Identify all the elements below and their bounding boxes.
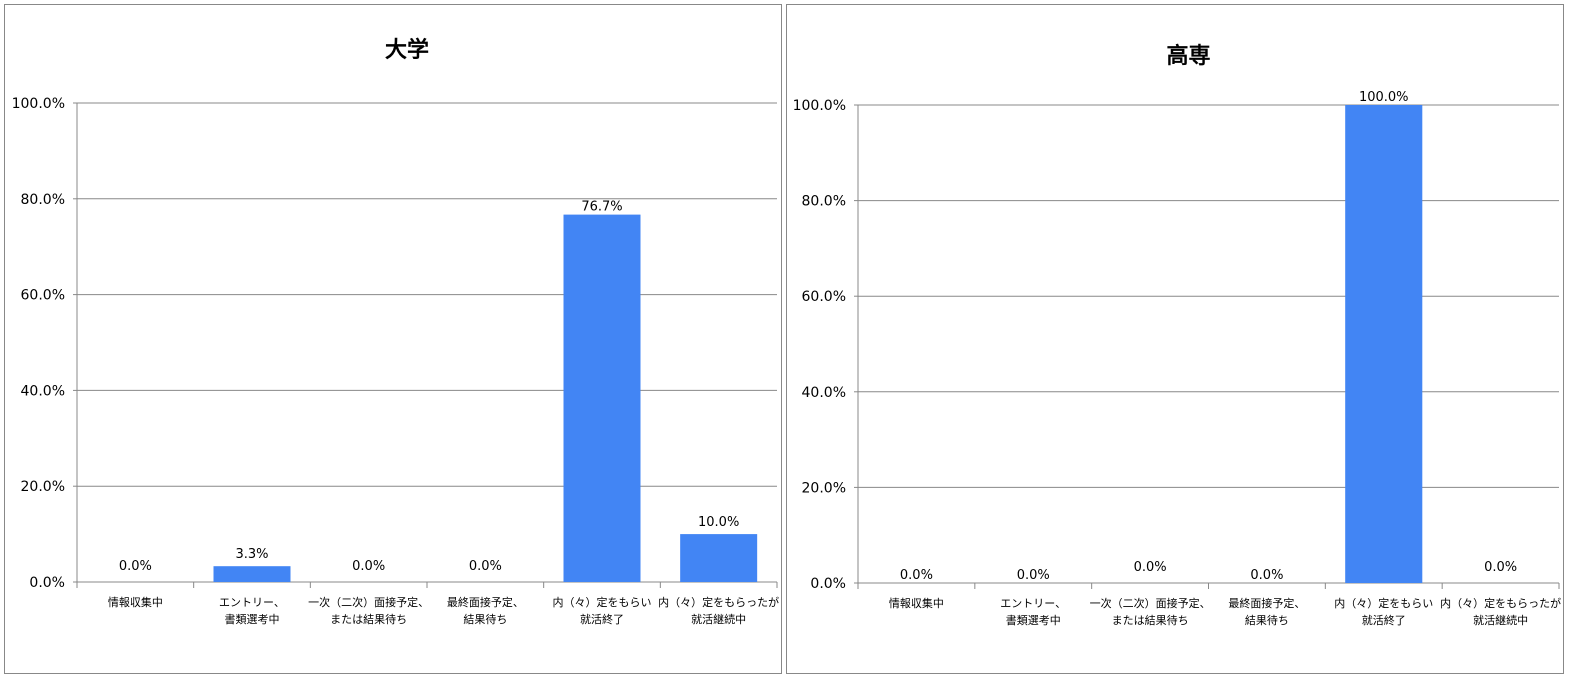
y-tick-label: 80.0% [21, 192, 65, 208]
y-tick-label: 0.0% [29, 575, 65, 591]
x-tick-label: 結果待ち [1245, 613, 1289, 627]
bar [563, 214, 641, 582]
x-tick-label: 内（々）定をもらったが [1440, 596, 1561, 610]
data-label: 100.0% [1359, 90, 1409, 105]
data-label: 0.0% [1134, 560, 1167, 575]
y-tick-label: 60.0% [802, 289, 846, 305]
chart-panel-university: 大学 0.0% 20.0% 40.0% 60.0% 80.0% 100.0% 0.0% 情報収集… [4, 4, 782, 674]
x-tick-label: 一次（二次）面接予定、 [308, 595, 429, 609]
chart-kosen: 高専 0.0% 20.0% 40.0% 60.0% 80.0% 100.0% 0.0% 情報収集… [793, 43, 1561, 627]
x-tick-label: 最終面接予定、 [1228, 596, 1305, 610]
y-tick-label: 40.0% [802, 385, 846, 401]
x-tick-label: または結果待ち [330, 612, 407, 626]
chart-university: 大学 0.0% 20.0% 40.0% 60.0% 80.0% 100.0% 0.0% 情報収集… [12, 37, 780, 626]
bar [680, 534, 758, 582]
data-label: 76.7% [581, 200, 622, 215]
y-tick-label: 40.0% [21, 383, 65, 399]
x-tick-label: 就活終了 [1362, 613, 1406, 627]
y-tick-label: 20.0% [802, 480, 846, 496]
data-label: 0.0% [469, 559, 502, 574]
data-label: 0.0% [119, 559, 152, 574]
y-tick-label: 100.0% [12, 96, 65, 112]
x-tick-label: 情報収集中 [889, 596, 944, 610]
data-label: 0.0% [1484, 560, 1517, 575]
y-tick-label: 60.0% [21, 288, 65, 304]
x-tick-label: エントリー、 [219, 596, 285, 609]
y-tick-label: 100.0% [793, 98, 846, 114]
data-label: 0.0% [1250, 568, 1283, 583]
x-tick-label: 内（々）定をもらったが [658, 595, 779, 609]
chart-panel-kosen: 高専 0.0% 20.0% 40.0% 60.0% 80.0% 100.0% 0.0% 情報収集… [786, 4, 1564, 674]
bar [1345, 105, 1423, 583]
x-tick-label: 結果待ち [463, 612, 507, 626]
x-tick-label: 内（々）定をもらい [1334, 596, 1433, 610]
chart-title: 高専 [1166, 43, 1210, 69]
x-tick-label: エントリー、 [1000, 597, 1066, 610]
data-label: 3.3% [235, 547, 268, 562]
x-tick-label: 一次（二次）面接予定、 [1090, 596, 1211, 610]
x-tick-label: 書類選考中 [1006, 613, 1061, 627]
x-tick-label: 最終面接予定、 [447, 595, 524, 609]
x-tick-label: または結果待ち [1112, 613, 1189, 627]
data-label: 0.0% [352, 559, 385, 574]
x-tick-label: 就活終了 [580, 612, 624, 626]
x-tick-label: 就活継続中 [1473, 613, 1528, 627]
data-label: 0.0% [900, 568, 933, 583]
data-label: 10.0% [698, 515, 739, 530]
y-tick-label: 20.0% [21, 479, 65, 495]
x-tick-label: 情報収集中 [108, 595, 163, 609]
x-tick-label: 就活継続中 [691, 612, 746, 626]
chart-title: 大学 [385, 37, 429, 63]
y-tick-label: 0.0% [810, 576, 846, 592]
x-tick-label: 内（々）定をもらい [553, 595, 652, 609]
bar [213, 566, 291, 582]
data-label: 0.0% [1017, 568, 1050, 583]
x-tick-label: 書類選考中 [225, 612, 280, 626]
y-tick-label: 80.0% [802, 194, 846, 210]
